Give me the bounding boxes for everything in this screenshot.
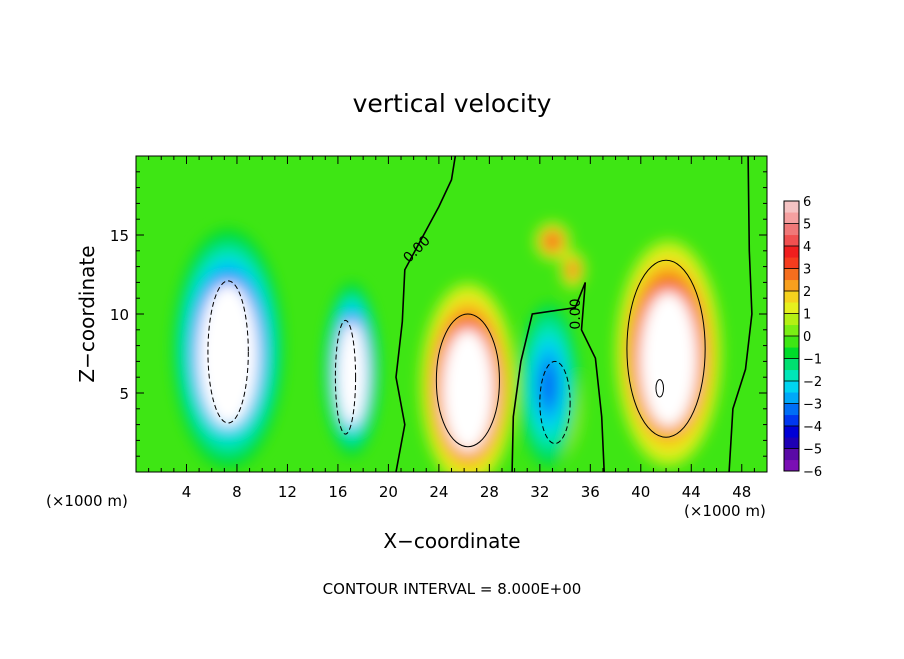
zero-contour-3 (728, 156, 753, 472)
x-tick-label-48: 48 (732, 483, 751, 501)
colorbar-swatch-13 (784, 313, 799, 326)
downdraft-cell-mid-core (336, 321, 368, 426)
colorbar-swatch-12 (784, 324, 799, 337)
colorbar-label-4: 2 (803, 285, 811, 300)
colorbar-label-10: −4 (803, 420, 822, 435)
zero-contour-1 (395, 156, 457, 472)
colorbar-label-2: 4 (803, 240, 811, 255)
x-axis-label: X−coordinate (383, 529, 520, 553)
colorbar-label-6: 0 (803, 330, 811, 345)
contour-minus-narrow (539, 360, 571, 445)
contour-label-2: 0.00 (568, 298, 584, 329)
colorbar-swatch-18 (784, 257, 799, 269)
colorbar-swatch-16 (784, 279, 799, 292)
colorbar-label-0: 6 (803, 195, 811, 210)
colorbar-swatch-11 (784, 336, 799, 348)
colorbar-swatch-5 (784, 403, 799, 416)
colorbar-label-7: −1 (803, 353, 822, 368)
zero-contour-2 (511, 282, 605, 472)
downdraft-cell-left (172, 228, 284, 469)
x-tick-label-24: 24 (429, 483, 448, 501)
colorbar-label-8: −2 (803, 375, 822, 390)
x-tick-label-32: 32 (530, 483, 549, 501)
colorbar-swatch-7 (784, 381, 799, 393)
colorbar-swatch-3 (784, 426, 799, 438)
x-tick-label-36: 36 (581, 483, 600, 501)
colorbar-label-11: −5 (803, 443, 822, 458)
colorbar-swatch-21 (784, 223, 799, 236)
colorbar-swatch-15 (784, 291, 799, 303)
y-axis-label: Z−coordinate (75, 245, 99, 382)
contour-plus-left (435, 313, 500, 448)
contour-plus-small (655, 379, 665, 398)
x-tick-label-44: 44 (682, 483, 701, 501)
colorbar-label-5: 1 (803, 308, 811, 323)
colorbar-label-9: −3 (803, 398, 822, 413)
colorbar-label-1: 5 (803, 218, 811, 233)
contour-interval-note: CONTOUR INTERVAL = 8.000E+00 (323, 580, 582, 598)
y-tick-label-10: 10 (110, 306, 129, 324)
colorbar-swatch-17 (784, 268, 799, 281)
updraft-cell-right-core (639, 290, 698, 428)
contour-minus-left (207, 280, 249, 424)
x-tick-label-40: 40 (631, 483, 650, 501)
contour-minus-mid (334, 319, 357, 435)
colorbar-swatch-19 (784, 246, 799, 258)
updraft-cell-right (615, 239, 722, 468)
colorbar-swatch-22 (784, 212, 799, 224)
updraft-aloft-2 (560, 250, 586, 289)
x-axis: 4 8 12 16 20 24 28 32 36 40 44 48 (148, 156, 755, 501)
colorbar-swatch-20 (784, 234, 799, 247)
y-tick-label-15: 15 (110, 227, 129, 245)
y-axis: 5 10 15 (110, 171, 767, 457)
colorbar-swatch-6 (784, 392, 799, 404)
colorbar-swatch-4 (784, 414, 799, 427)
downdraft-cell-mid (324, 282, 380, 457)
colorbar-label-3: 3 (803, 263, 811, 278)
updraft-aloft-1 (534, 222, 571, 261)
colorbar-swatch-8 (784, 369, 799, 382)
x-tick-label-4: 4 (182, 483, 192, 501)
colorbar-swatch-1 (784, 448, 799, 461)
colorbar-label-12: −6 (803, 465, 822, 480)
updraft-aloft-2-band-10 (570, 266, 575, 274)
downdraft-cell-narrow-band-10 (543, 370, 555, 400)
colorbar-swatch-10 (784, 347, 799, 359)
x-tick-label-12: 12 (278, 483, 297, 501)
colorbar: 6 5 4 3 2 1 0 −1 −2 −3 −4 −5 −6 (783, 195, 822, 480)
plot-area: 0.000.00 (136, 156, 767, 472)
x-tick-label-28: 28 (480, 483, 499, 501)
colorbar-swatch-23 (784, 201, 799, 213)
downdraft-cell-left-core (197, 282, 259, 427)
downdraft-cell-narrow (518, 302, 579, 468)
updraft-cell-left-core (441, 328, 495, 452)
updraft-aloft-1-band-10 (549, 237, 556, 245)
x-tick-label-16: 16 (328, 483, 347, 501)
colorbar-swatch-2 (784, 437, 799, 449)
chart-title: vertical velocity (353, 89, 552, 118)
colorbar-swatch-14 (784, 302, 799, 314)
x-tick-label-8: 8 (232, 483, 242, 501)
contour-plus-right (626, 259, 706, 438)
updraft-cell-left (419, 282, 516, 472)
x-unit-right: (×1000 m) (684, 502, 766, 520)
contour-lines (207, 156, 753, 472)
y-tick-label-5: 5 (119, 385, 129, 403)
x-unit-left: (×1000 m) (46, 492, 128, 510)
colorbar-swatch-0 (784, 459, 799, 472)
x-tick-label-20: 20 (379, 483, 398, 501)
colorbar-swatch-9 (784, 358, 799, 371)
